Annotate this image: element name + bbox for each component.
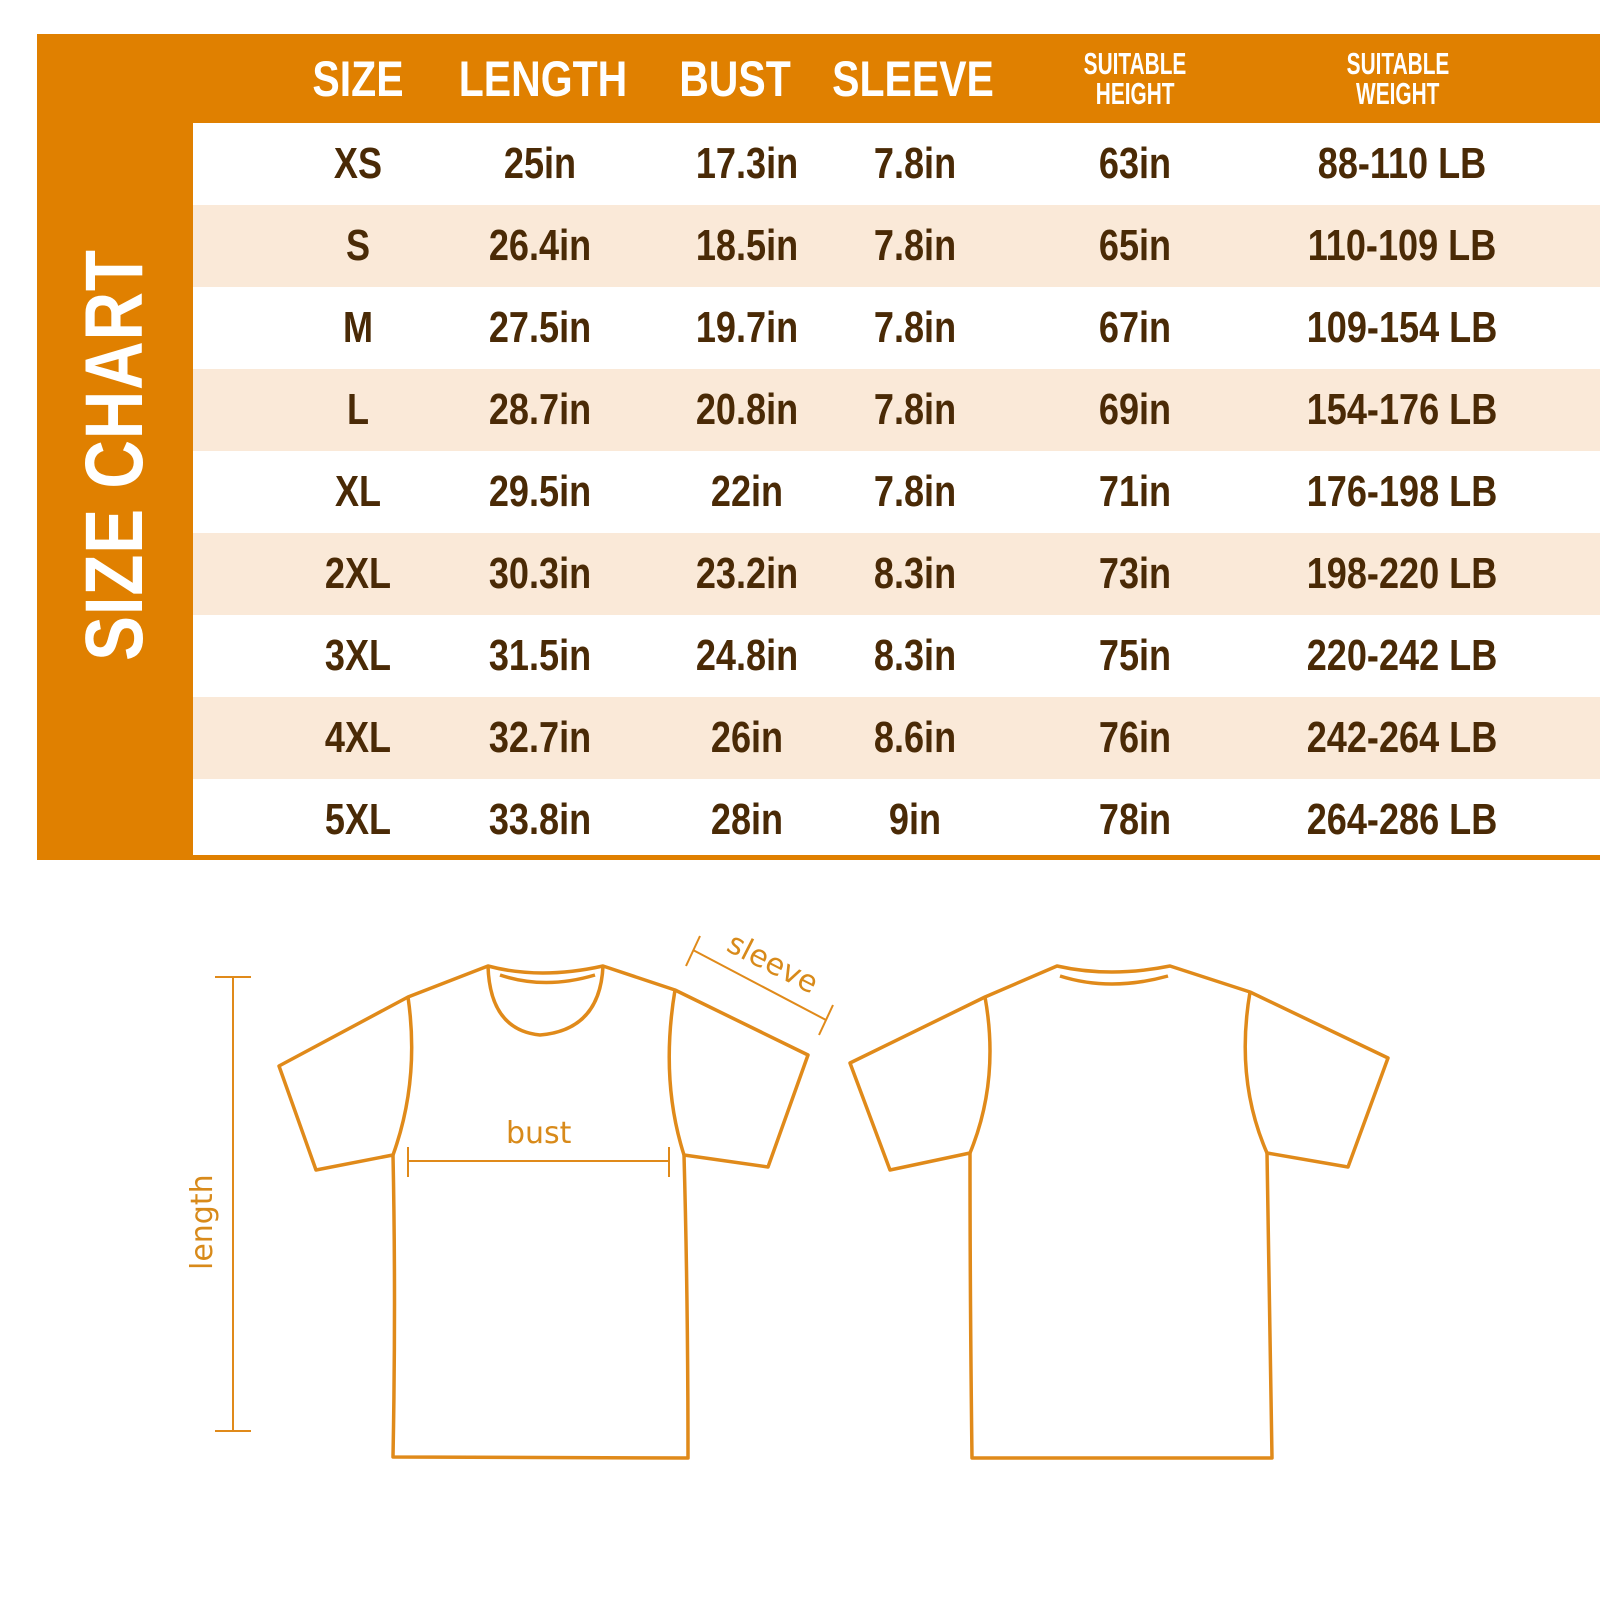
cell-bust: 22in: [710, 467, 784, 516]
table-row: XL 29.5in 22in 7.8in 71in 176-198 LB: [193, 451, 1600, 533]
cell-size: L: [346, 385, 370, 434]
cell-size: S: [345, 221, 371, 270]
cell-bust: 17.3in: [695, 139, 799, 188]
cell-length: 28.7in: [488, 385, 592, 434]
cell-bust: 28in: [710, 795, 784, 844]
cell-sleeve: 9in: [888, 795, 942, 844]
cell-suitable-weight: 198-220 LB: [1306, 549, 1498, 598]
cell-length: 30.3in: [488, 549, 592, 598]
sleeve-label: sleeve: [721, 926, 823, 1001]
cell-suitable-height: 78in: [1098, 795, 1172, 844]
cell-length: 32.7in: [488, 713, 592, 762]
header-length: LENGTH: [458, 50, 628, 107]
cell-suitable-weight: 88-110 LB: [1317, 139, 1487, 188]
cell-bust: 20.8in: [695, 385, 799, 434]
cell-sleeve: 7.8in: [873, 139, 957, 188]
cell-suitable-weight: 110-109 LB: [1307, 221, 1497, 270]
back-tshirt-outline: [848, 964, 1390, 1460]
cell-suitable-weight: 220-242 LB: [1306, 631, 1498, 680]
header-suitable-height: SUITABLE HEIGHT: [1083, 45, 1187, 111]
cell-suitable-weight: 264-286 LB: [1306, 795, 1498, 844]
cell-size: 2XL: [324, 549, 392, 598]
cell-suitable-height: 69in: [1098, 385, 1172, 434]
cell-length: 26.4in: [488, 221, 592, 270]
cell-suitable-weight: 176-198 LB: [1306, 467, 1498, 516]
cell-length: 27.5in: [488, 303, 592, 352]
cell-size: XS: [333, 139, 383, 188]
cell-sleeve: 7.8in: [873, 303, 957, 352]
cell-bust: 24.8in: [695, 631, 799, 680]
cell-length: 31.5in: [488, 631, 592, 680]
header-bust: BUST: [679, 50, 791, 107]
cell-suitable-weight: 154-176 LB: [1306, 385, 1498, 434]
cell-suitable-height: 67in: [1098, 303, 1172, 352]
cell-size: M: [342, 303, 374, 352]
front-tshirt-outline: [277, 964, 810, 1460]
cell-size: 4XL: [324, 713, 392, 762]
cell-suitable-height: 71in: [1098, 467, 1172, 516]
cell-sleeve: 8.3in: [873, 631, 957, 680]
header-size: SIZE: [312, 50, 404, 107]
cell-sleeve: 7.8in: [873, 385, 957, 434]
side-band: [37, 34, 193, 860]
table-row: 2XL 30.3in 23.2in 8.3in 73in 198-220 LB: [193, 533, 1600, 615]
cell-sleeve: 7.8in: [873, 467, 957, 516]
cell-sleeve: 8.6in: [873, 713, 957, 762]
table-bottom-border: [193, 855, 1600, 860]
cell-bust: 23.2in: [695, 549, 799, 598]
cell-sleeve: 7.8in: [873, 221, 957, 270]
cell-size: XL: [334, 467, 382, 516]
table-row: S 26.4in 18.5in 7.8in 65in 110-109 LB: [193, 205, 1600, 287]
cell-bust: 18.5in: [695, 221, 799, 270]
cell-sleeve: 8.3in: [873, 549, 957, 598]
cell-size: 5XL: [324, 795, 392, 844]
bust-label: bust: [506, 1116, 572, 1151]
header-suitable-weight: SUITABLE WEIGHT: [1346, 45, 1450, 111]
table-row: L 28.7in 20.8in 7.8in 69in 154-176 LB: [193, 369, 1600, 451]
header-sleeve: SLEEVE: [832, 50, 994, 107]
table-row: M 27.5in 19.7in 7.8in 67in 109-154 LB: [193, 287, 1600, 369]
table-row: 4XL 32.7in 26in 8.6in 76in 242-264 LB: [193, 697, 1600, 779]
length-label: length: [185, 1174, 220, 1270]
header-band: [37, 34, 1600, 123]
table-row: XS 25in 17.3in 7.8in 63in 88-110 LB: [193, 123, 1600, 205]
cell-length: 33.8in: [488, 795, 592, 844]
cell-suitable-height: 75in: [1098, 631, 1172, 680]
cell-suitable-weight: 109-154 LB: [1306, 303, 1498, 352]
cell-suitable-height: 65in: [1098, 221, 1172, 270]
table-row: 3XL 31.5in 24.8in 8.3in 75in 220-242 LB: [193, 615, 1600, 697]
cell-length: 29.5in: [488, 467, 592, 516]
cell-length: 25in: [503, 139, 577, 188]
cell-bust: 26in: [710, 713, 784, 762]
cell-size: 3XL: [324, 631, 392, 680]
cell-suitable-height: 73in: [1098, 549, 1172, 598]
cell-bust: 19.7in: [695, 303, 799, 352]
cell-suitable-height: 63in: [1098, 139, 1172, 188]
front-collar: [486, 965, 605, 1037]
cell-suitable-height: 76in: [1098, 713, 1172, 762]
cell-suitable-weight: 242-264 LB: [1306, 713, 1498, 762]
sleeve-measure-line: [692, 949, 827, 1021]
table-row: 5XL 33.8in 28in 9in 78in 264-286 LB: [193, 779, 1600, 861]
